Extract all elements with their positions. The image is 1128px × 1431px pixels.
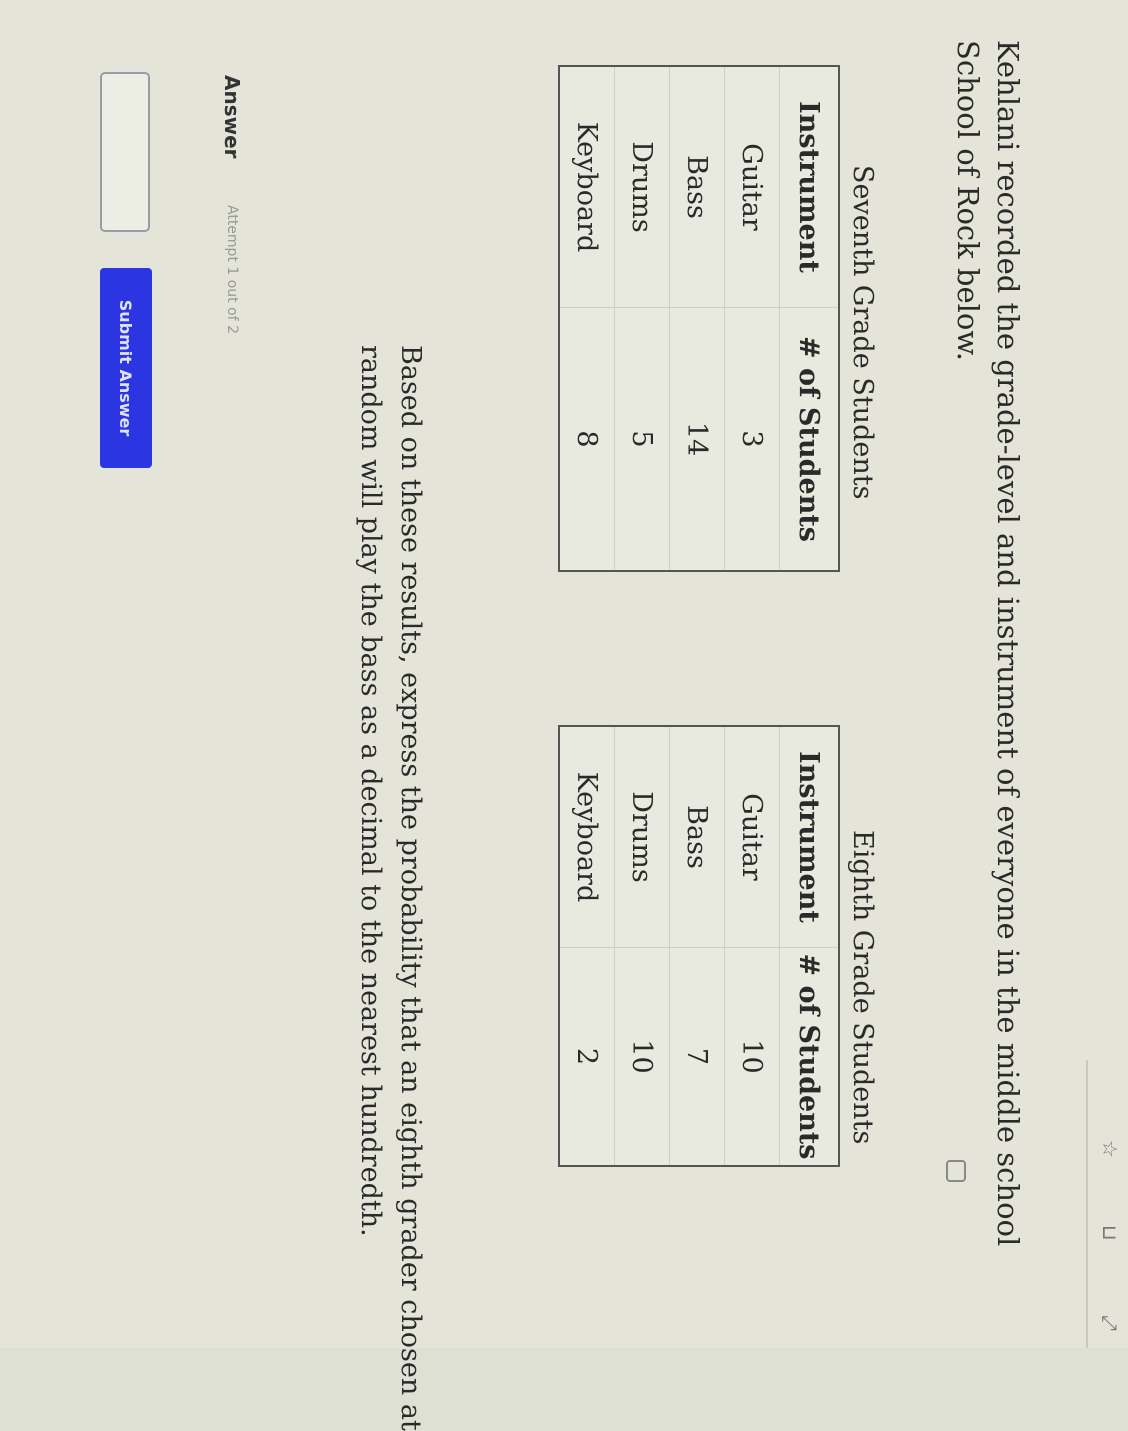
column-header: # of Students [779, 307, 839, 571]
table-row: Drums 10 [614, 726, 670, 1166]
table-row: Bass 14 [669, 66, 725, 571]
intro-text: Kehlani recorded the grade-level and ins… [991, 40, 1025, 1247]
cell: Keyboard [559, 726, 615, 948]
question-page: ☆ ⊔ ⤢ Kehlani recorded the grade-level a… [100, 40, 1122, 1431]
cell: 10 [724, 947, 780, 1166]
cell: 10 [614, 947, 670, 1166]
eighth-grade-table: Instrument # of Students Guitar 10 Bass 7 D… [558, 725, 840, 1167]
prompt-text: Based on these results, express the prob… [395, 345, 426, 1431]
column-header: Instrument [779, 66, 839, 308]
seventh-grade-caption: Seventh Grade Students [847, 165, 878, 500]
table-row: Keyboard 8 [559, 66, 615, 571]
fullscreen-icon[interactable]: ⤢ [1098, 1315, 1122, 1331]
table-row: Drums 5 [614, 66, 670, 571]
bookmark-icon[interactable]: ⊔ [1098, 1225, 1122, 1241]
cell: Drums [614, 726, 670, 948]
prompt-text-2: random will play the bass as a decimal t… [355, 345, 386, 1237]
calculator-icon[interactable] [946, 1160, 966, 1182]
cell: Drums [614, 66, 670, 308]
cell: Bass [669, 726, 725, 948]
column-header: Instrument [779, 726, 839, 948]
table-row: Bass 7 [669, 726, 725, 1166]
table-header-row: Instrument # of Students [779, 66, 839, 571]
table-header-row: Instrument # of Students [779, 726, 839, 1166]
cell: 14 [669, 307, 725, 571]
cell: 3 [724, 307, 780, 571]
intro-text-2: School of Rock below. [951, 40, 985, 361]
top-divider [1086, 1060, 1088, 1348]
cell: Guitar [724, 66, 780, 308]
cell: Guitar [724, 726, 780, 948]
cell: 5 [614, 307, 670, 571]
column-header: # of Students [779, 947, 839, 1166]
cell: Keyboard [559, 66, 615, 308]
seventh-grade-table: Instrument # of Students Guitar 3 Bass 14 D… [558, 65, 840, 572]
cell: 7 [669, 947, 725, 1166]
table-row: Guitar 3 [724, 66, 780, 571]
table-row: Keyboard 2 [559, 726, 615, 1166]
cell: Bass [669, 66, 725, 308]
eighth-grade-caption: Eighth Grade Students [847, 830, 878, 1145]
cell: 2 [559, 947, 615, 1166]
submit-answer-button[interactable]: Submit Answer [100, 268, 152, 468]
answer-input[interactable] [100, 72, 150, 232]
table-row: Guitar 10 [724, 726, 780, 1166]
attempt-counter: Attempt 1 out of 2 [224, 205, 240, 334]
star-icon[interactable]: ☆ [1098, 1140, 1122, 1158]
answer-label: Answer [220, 75, 244, 159]
cell: 8 [559, 307, 615, 571]
